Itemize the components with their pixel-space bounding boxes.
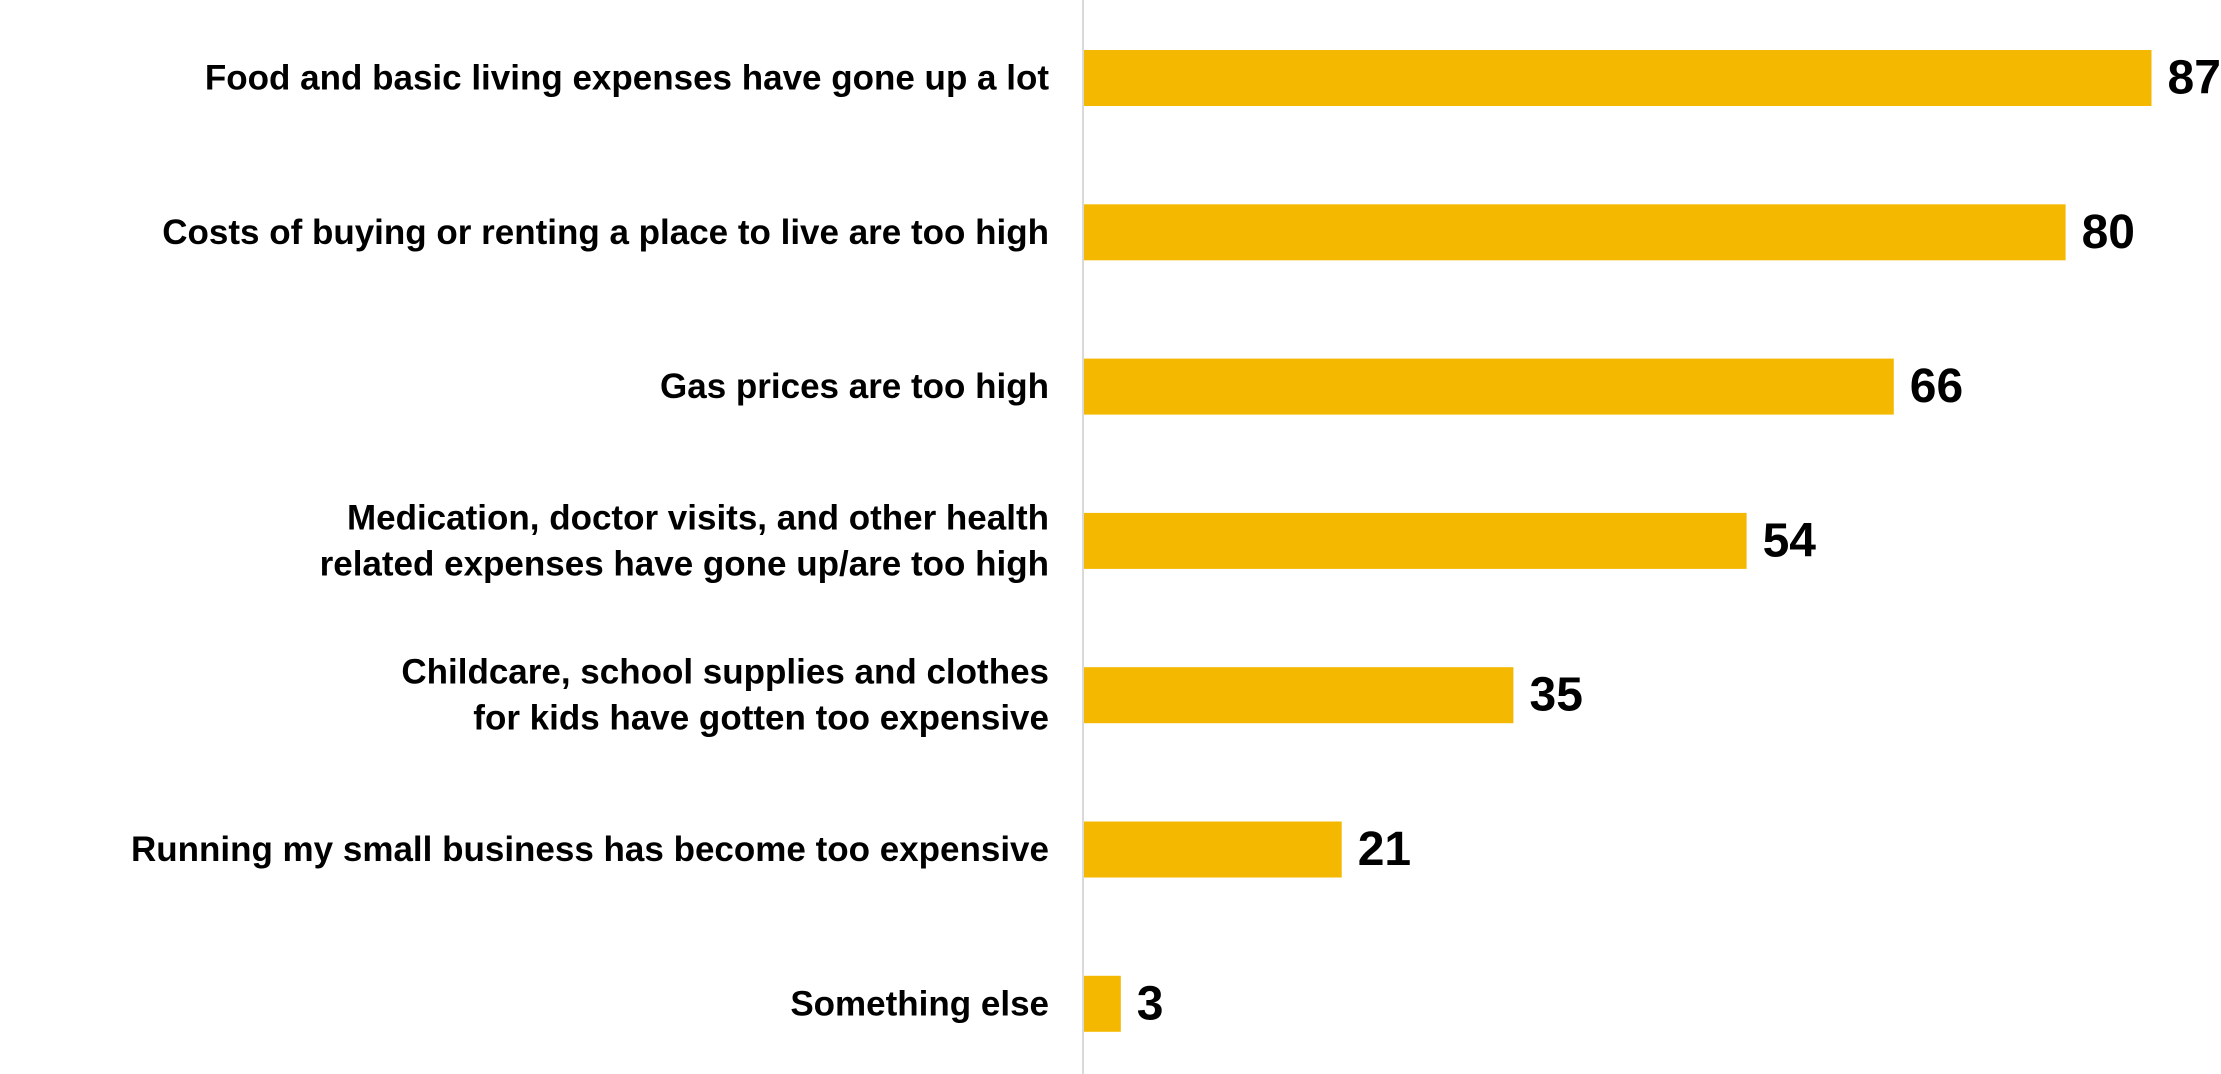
value-label-4: 54	[1763, 514, 1817, 567]
bar-1	[1084, 50, 2152, 106]
value-label-3: 66	[1910, 360, 1963, 413]
bar-7	[1084, 975, 1121, 1032]
category-label-6: Running my small business has become too…	[131, 830, 1049, 869]
category-label-2: Costs of buying or renting a place to li…	[162, 213, 1049, 252]
category-label-3: Gas prices are too high	[660, 367, 1049, 406]
bar-3	[1084, 358, 1894, 415]
category-labels: Food and basic living expenses have gone…	[131, 59, 1049, 1024]
category-label-5-line-1: Childcare, school supplies and clothes	[401, 653, 1049, 692]
bar-5	[1084, 667, 1514, 724]
bar-4	[1084, 512, 1747, 569]
value-label-6: 21	[1358, 823, 1411, 876]
value-label-7: 3	[1137, 977, 1164, 1030]
value-label-2: 80	[2082, 206, 2135, 259]
category-label-4-line-2: related expenses have gone up/are too hi…	[320, 544, 1049, 583]
value-label-5: 35	[1530, 669, 1583, 722]
value-labels: 87 80 66 54 35 21 3	[1137, 52, 2221, 1031]
category-label-7: Something else	[790, 984, 1049, 1023]
bar-6	[1084, 821, 1342, 878]
category-label-4-line-1: Medication, doctor visits, and other hea…	[347, 498, 1049, 537]
value-label-1: 87	[2168, 52, 2221, 105]
bar-2	[1084, 204, 2066, 261]
category-label-1: Food and basic living expenses have gone…	[205, 59, 1049, 98]
bars-layer	[1084, 50, 2152, 1032]
category-label-5-line-2: for kids have gotten too expensive	[473, 699, 1049, 738]
